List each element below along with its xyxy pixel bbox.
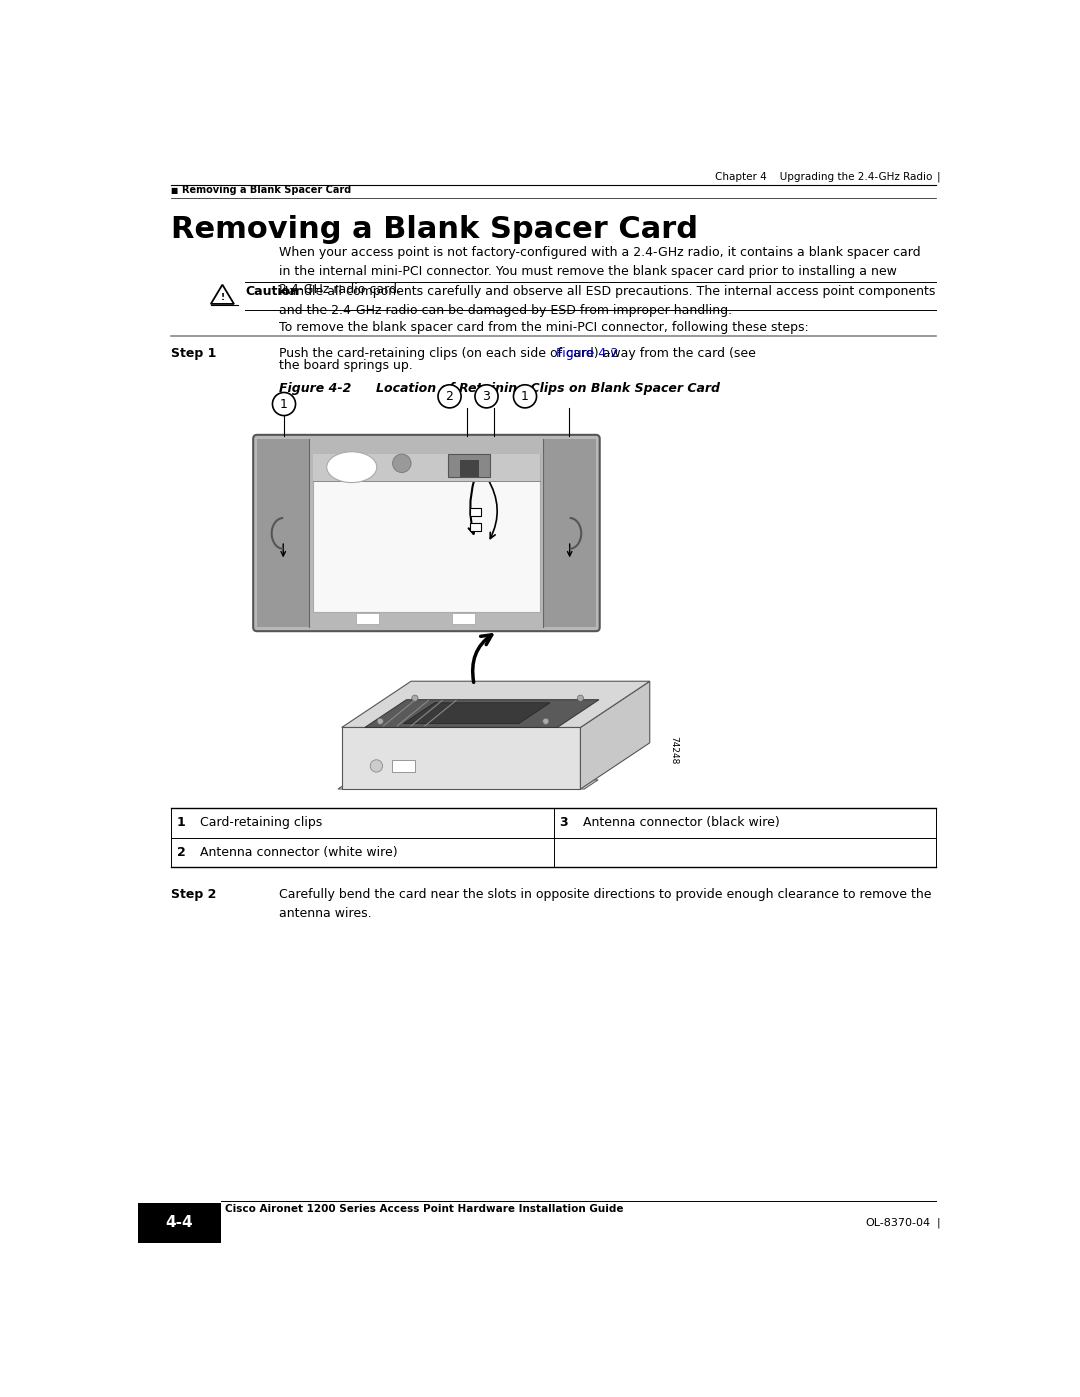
Bar	[355, 613, 379, 624]
Polygon shape	[338, 780, 598, 789]
Text: 1: 1	[177, 816, 186, 830]
Text: ■: ■	[171, 186, 178, 194]
Polygon shape	[365, 700, 599, 728]
Text: Handle all components carefully and observe all ESD precautions. The internal ac: Handle all components carefully and obse…	[279, 285, 935, 317]
Text: Cisco Aironet 1200 Series Access Point Hardware Installation Guide: Cisco Aironet 1200 Series Access Point H…	[225, 1204, 623, 1214]
Text: Location of Retaining Clips on Blank Spacer Card: Location of Retaining Clips on Blank Spa…	[377, 383, 720, 395]
Circle shape	[578, 696, 583, 701]
Text: Antenna connector (black wire): Antenna connector (black wire)	[583, 816, 780, 830]
Text: 3: 3	[483, 390, 490, 402]
Text: Step 2: Step 2	[171, 888, 216, 901]
Circle shape	[370, 760, 382, 773]
Circle shape	[411, 696, 418, 701]
Text: OL-8370-04: OL-8370-04	[866, 1218, 931, 1228]
Text: Antenna connector (white wire): Antenna connector (white wire)	[200, 845, 397, 859]
Text: Removing a Blank Spacer Card: Removing a Blank Spacer Card	[171, 215, 698, 244]
Circle shape	[543, 718, 549, 725]
Text: Caution: Caution	[245, 285, 299, 299]
Text: 3: 3	[559, 816, 568, 830]
Text: Carefully bend the card near the slots in opposite directions to provide enough : Carefully bend the card near the slots i…	[279, 888, 931, 919]
Bar	[448, 454, 490, 478]
Bar	[313, 454, 540, 481]
Text: Figure 4-2: Figure 4-2	[279, 383, 351, 395]
Text: Figure 4-2: Figure 4-2	[556, 346, 619, 360]
Circle shape	[438, 384, 461, 408]
Text: 4-4: 4-4	[165, 1215, 193, 1229]
Bar	[138, 1203, 220, 1243]
Bar	[313, 454, 540, 612]
Text: the board springs up.: the board springs up.	[279, 359, 413, 373]
Bar	[471, 509, 481, 515]
Text: To remove the blank spacer card from the mini-PCI connector, following these ste: To remove the blank spacer card from the…	[279, 321, 808, 334]
Text: Push the card-retaining clips (on each side of card) away from the card (see: Push the card-retaining clips (on each s…	[279, 346, 759, 360]
Text: 74248: 74248	[669, 736, 678, 764]
Text: Step 1: Step 1	[171, 346, 216, 360]
Ellipse shape	[327, 451, 377, 482]
Polygon shape	[580, 682, 650, 789]
Text: Card-retaining clips: Card-retaining clips	[200, 816, 322, 830]
Text: 1: 1	[521, 390, 529, 402]
Circle shape	[377, 718, 383, 725]
Bar	[451, 613, 475, 624]
Bar	[392, 760, 415, 773]
Bar	[543, 439, 596, 627]
Circle shape	[392, 454, 411, 472]
Text: |: |	[936, 170, 940, 182]
Text: |: |	[936, 1217, 940, 1228]
Text: When your access point is not factory-configured with a 2.4-GHz radio, it contai: When your access point is not factory-co…	[279, 246, 920, 296]
Circle shape	[513, 384, 537, 408]
Bar	[460, 460, 478, 478]
Text: 1: 1	[280, 398, 288, 411]
Circle shape	[272, 393, 296, 415]
Text: !: !	[220, 293, 225, 302]
Bar	[257, 439, 309, 627]
Polygon shape	[341, 682, 650, 728]
Text: Chapter 4    Upgrading the 2.4-GHz Radio: Chapter 4 Upgrading the 2.4-GHz Radio	[715, 172, 932, 182]
Bar	[471, 524, 481, 531]
Circle shape	[475, 384, 498, 408]
Text: Removing a Blank Spacer Card: Removing a Blank Spacer Card	[183, 184, 352, 194]
Text: 2: 2	[177, 845, 186, 859]
Polygon shape	[403, 703, 550, 724]
FancyBboxPatch shape	[253, 434, 599, 631]
Text: 2: 2	[446, 390, 454, 402]
Polygon shape	[341, 728, 580, 789]
